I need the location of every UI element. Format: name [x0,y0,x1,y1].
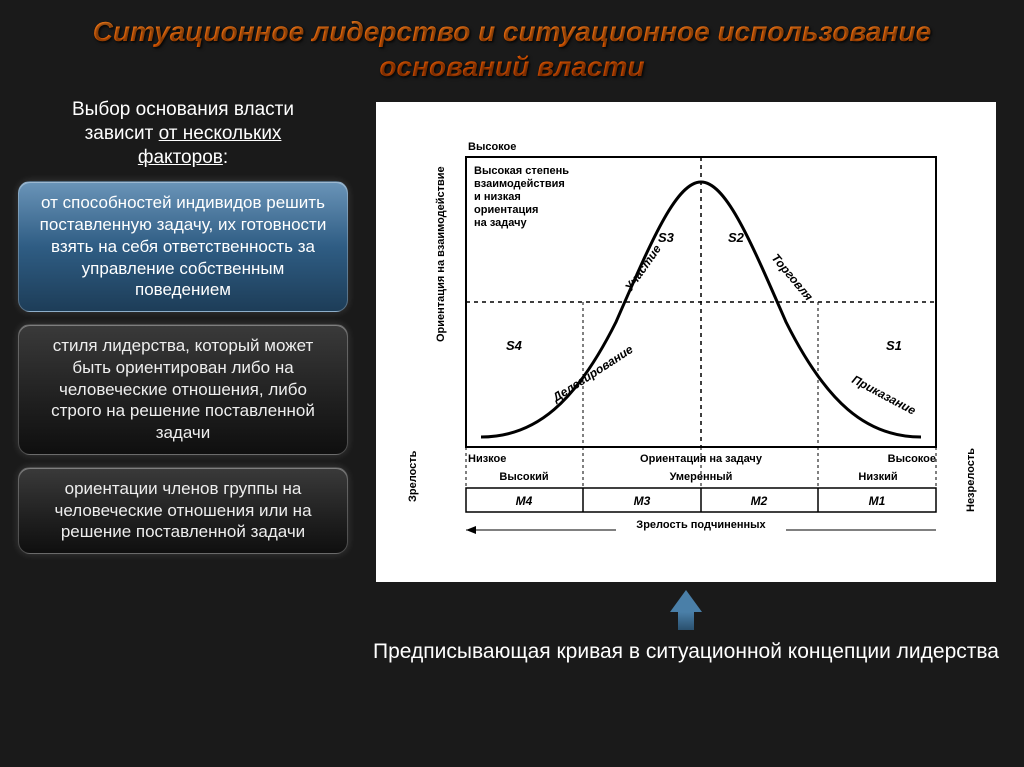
box-line3: и низкая [474,191,521,203]
right-outer: Незрелость [965,448,977,512]
intro-underline1: от нескольких [159,123,282,144]
box-line1: Высокая степень [474,165,569,177]
leadership-chart: Высокая степень взаимодействия и низкая … [376,102,996,582]
intro-line2-pre: зависит [85,123,159,144]
content: Выбор основания власти зависит от нескол… [0,92,1024,665]
chart-caption: Предписывающая кривая в ситуационной кон… [373,638,999,665]
m2: М2 [751,494,768,508]
box-line2: взаимодействия [474,178,565,190]
label-s1: S1 [886,338,902,353]
label-s4: S2 [728,230,745,245]
label-delegate: Делегирование [549,342,636,405]
box-line4: ориентация [474,204,538,216]
factor-card-3: ориентации членов группы на человеческие… [18,467,348,554]
intro-line1: Выбор основания власти [72,99,294,120]
label-participate: Участие [622,242,664,294]
m4: М4 [516,494,533,508]
mat-high: Высокий [499,471,548,483]
maturity-axis2: Зрелость подчиненных [636,519,766,531]
y-axis-label: Ориентация на взаимодействие [435,166,447,342]
arrow-up-icon [670,590,702,612]
factor-card-2: стиля лидерства, который может быть орие… [18,324,348,455]
y-bottom: Низкое [468,453,506,465]
maturity-arrow-head [466,526,476,534]
mat-low: Низкий [858,471,897,483]
label-tell: Приказание [850,372,919,417]
m3: М3 [634,494,651,508]
m1: М1 [869,494,886,508]
label-s4: S4 [506,338,523,353]
factor-card-1: от способностей индивидов решить поставл… [18,181,348,312]
intro-colon: : [223,147,228,168]
left-column: Выбор основания власти зависит от нескол… [18,98,348,665]
label-s3: S3 [658,230,675,245]
box-line5: на задачу [474,217,527,229]
y-top: Высокое [468,141,516,153]
x-right: Высокое [888,453,936,465]
left-outer: Зрелость [407,450,419,502]
right-column: Высокая степень взаимодействия и низкая … [366,98,1006,665]
intro-underline2: факторов [138,147,223,168]
intro-text: Выбор основания власти зависит от нескол… [18,98,348,169]
chart-svg: Высокая степень взаимодействия и низкая … [376,102,996,582]
page-title: Ситуационное лидерство и ситуационное ис… [0,0,1024,92]
